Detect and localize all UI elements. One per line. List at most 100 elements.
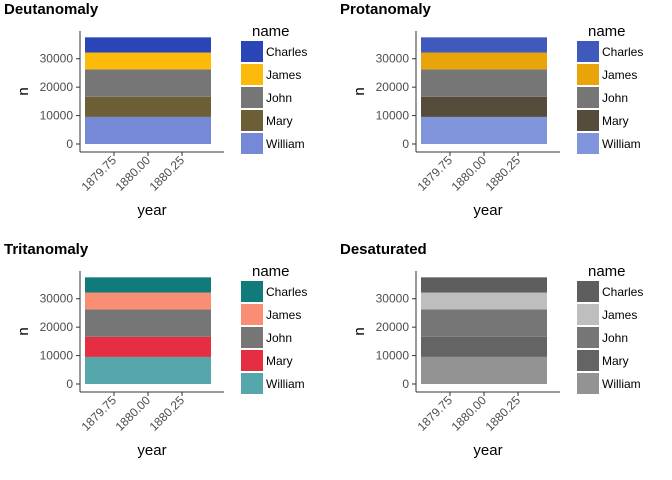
y-tick-label: 20000 <box>40 320 74 334</box>
bar-segment-charles <box>421 37 547 53</box>
y-tick-label: 10000 <box>376 349 410 363</box>
legend-label: William <box>266 137 305 151</box>
bar-segment-james <box>421 52 547 70</box>
legend-swatch-john <box>241 87 263 108</box>
y-axis-title: n <box>15 327 32 335</box>
bar-segment-charles <box>421 277 547 293</box>
bar-segment-mary <box>421 96 547 117</box>
bar-segment-william <box>421 116 547 144</box>
legend-label: William <box>602 377 641 391</box>
y-tick-label: 30000 <box>376 292 410 306</box>
x-tick-label: 1879.75 <box>79 153 120 194</box>
y-tick-label: 10000 <box>40 109 74 123</box>
legend-swatch-william <box>577 373 599 394</box>
x-axis-title: year <box>473 202 502 219</box>
legend-label: Charles <box>266 285 307 299</box>
chart-svg: Desaturated 0 10000 20000 30000 1879.751880.0… <box>340 241 643 459</box>
legend-label: Mary <box>602 114 629 128</box>
legend-swatch-william <box>577 133 599 154</box>
legend-label: Mary <box>266 114 293 128</box>
bar-segment-james <box>85 52 211 70</box>
chart-panel: Protanomaly 0 10000 20000 30000 1879.75 1880.0… <box>336 0 672 240</box>
x-tick-label: 1879.75 <box>415 393 456 434</box>
legend-swatch-james <box>577 304 599 325</box>
legend-label: James <box>266 68 301 82</box>
legend-swatch-mary <box>241 110 263 131</box>
legend-swatch-james <box>241 304 263 325</box>
y-tick-label: 0 <box>66 137 73 151</box>
bar-segment-charles <box>85 37 211 53</box>
legend-swatch-william <box>241 133 263 154</box>
legend-label: William <box>602 137 641 151</box>
legend-swatch-mary <box>577 350 599 371</box>
legend-label: John <box>602 331 628 345</box>
bar-segment-james <box>85 292 211 310</box>
x-tick-label: 1880.00 <box>449 153 490 194</box>
bar-segment-mary <box>85 336 211 357</box>
chart-title: Deutanomaly <box>4 1 99 18</box>
y-tick-label: 10000 <box>376 109 410 123</box>
x-tick-label: 1880.00 <box>113 393 154 434</box>
legend-title: name <box>588 263 626 280</box>
y-tick-label: 10000 <box>40 349 74 363</box>
chart-svg: Protanomaly 0 10000 20000 30000 1879.751880.0… <box>340 1 643 219</box>
chart-panel: Desaturated 0 10000 20000 30000 1879.75 1880.0… <box>336 240 672 480</box>
bar-segment-william <box>85 116 211 144</box>
chart-panel: Deutanomaly 0 10000 20000 30000 1879.75 1880.0… <box>0 0 336 240</box>
chart-title: Protanomaly <box>340 1 432 18</box>
legend-label: John <box>602 91 628 105</box>
legend-label: John <box>266 91 292 105</box>
legend-title: name <box>252 263 290 280</box>
x-axis-title: year <box>137 442 166 459</box>
legend-swatch-mary <box>577 110 599 131</box>
y-tick-label: 30000 <box>40 292 74 306</box>
bar-segment-john <box>421 309 547 337</box>
legend-swatch-mary <box>241 350 263 371</box>
legend-swatch-charles <box>577 281 599 302</box>
legend-title: name <box>252 23 290 40</box>
legend-swatch-william <box>241 373 263 394</box>
y-axis-title: n <box>15 87 32 95</box>
x-tick-label: 1880.00 <box>113 153 154 194</box>
legend-label: Charles <box>602 45 643 59</box>
legend-swatch-charles <box>577 41 599 62</box>
chart-svg: Tritanomaly 0 10000 20000 30000 1879.751880.0… <box>4 241 307 459</box>
bar-segment-william <box>421 356 547 384</box>
legend-swatch-james <box>577 64 599 85</box>
bar-segment-charles <box>85 277 211 293</box>
x-tick-label: 1880.25 <box>483 393 524 434</box>
legend-swatch-john <box>577 87 599 108</box>
y-tick-label: 0 <box>402 377 409 391</box>
legend-label: Charles <box>602 285 643 299</box>
bar-segment-mary <box>421 336 547 357</box>
x-tick-label: 1879.75 <box>79 393 120 434</box>
legend-swatch-john <box>577 327 599 348</box>
legend-swatch-charles <box>241 41 263 62</box>
chart-panel: Tritanomaly 0 10000 20000 30000 1879.75 1880.0… <box>0 240 336 480</box>
y-tick-label: 30000 <box>376 52 410 66</box>
x-tick-label: 1880.25 <box>147 393 188 434</box>
x-axis-title: year <box>137 202 166 219</box>
x-tick-label: 1880.25 <box>483 153 524 194</box>
legend-label: James <box>266 308 301 322</box>
x-tick-label: 1880.25 <box>147 153 188 194</box>
y-tick-label: 20000 <box>376 80 410 94</box>
x-tick-label: 1879.75 <box>415 153 456 194</box>
chart-title: Tritanomaly <box>4 241 89 258</box>
legend-swatch-charles <box>241 281 263 302</box>
legend-swatch-john <box>241 327 263 348</box>
legend-label: John <box>266 331 292 345</box>
legend-label: Mary <box>602 354 629 368</box>
y-axis-title: n <box>351 327 368 335</box>
x-axis-title: year <box>473 442 502 459</box>
y-tick-label: 0 <box>402 137 409 151</box>
y-tick-label: 30000 <box>40 52 74 66</box>
legend-label: James <box>602 308 637 322</box>
bar-segment-john <box>85 69 211 97</box>
y-tick-label: 20000 <box>376 320 410 334</box>
chart-svg: Deutanomaly 0 10000 20000 30000 1879.751880.0… <box>4 1 307 219</box>
bar-segment-william <box>85 356 211 384</box>
legend-title: name <box>588 23 626 40</box>
legend-label: Mary <box>266 354 293 368</box>
bar-segment-john <box>421 69 547 97</box>
